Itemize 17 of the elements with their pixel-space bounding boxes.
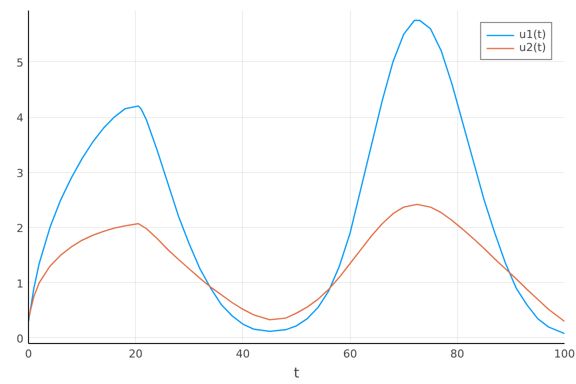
y-tick-label: 3 xyxy=(16,166,24,180)
y-tick-label: 0 xyxy=(16,332,24,346)
y-tick-label: 5 xyxy=(16,56,24,70)
legend-label: u1(t) xyxy=(519,28,546,41)
y-tick-label: 2 xyxy=(16,222,24,236)
legend-label: u2(t) xyxy=(519,41,546,54)
line-series xyxy=(28,20,564,334)
x-axis-title: t xyxy=(294,366,300,382)
x-tick-label: 20 xyxy=(128,348,143,360)
x-tick-label: 60 xyxy=(343,348,358,360)
x-tick-label: 80 xyxy=(450,348,464,360)
x-tick-label: 0 xyxy=(25,348,32,360)
line-series xyxy=(28,204,564,322)
x-tick-label: 40 xyxy=(236,348,250,360)
y-tick-label: 1 xyxy=(16,277,24,290)
y-tick-label: 4 xyxy=(16,112,24,125)
x-tick-label: 100 xyxy=(554,348,575,360)
